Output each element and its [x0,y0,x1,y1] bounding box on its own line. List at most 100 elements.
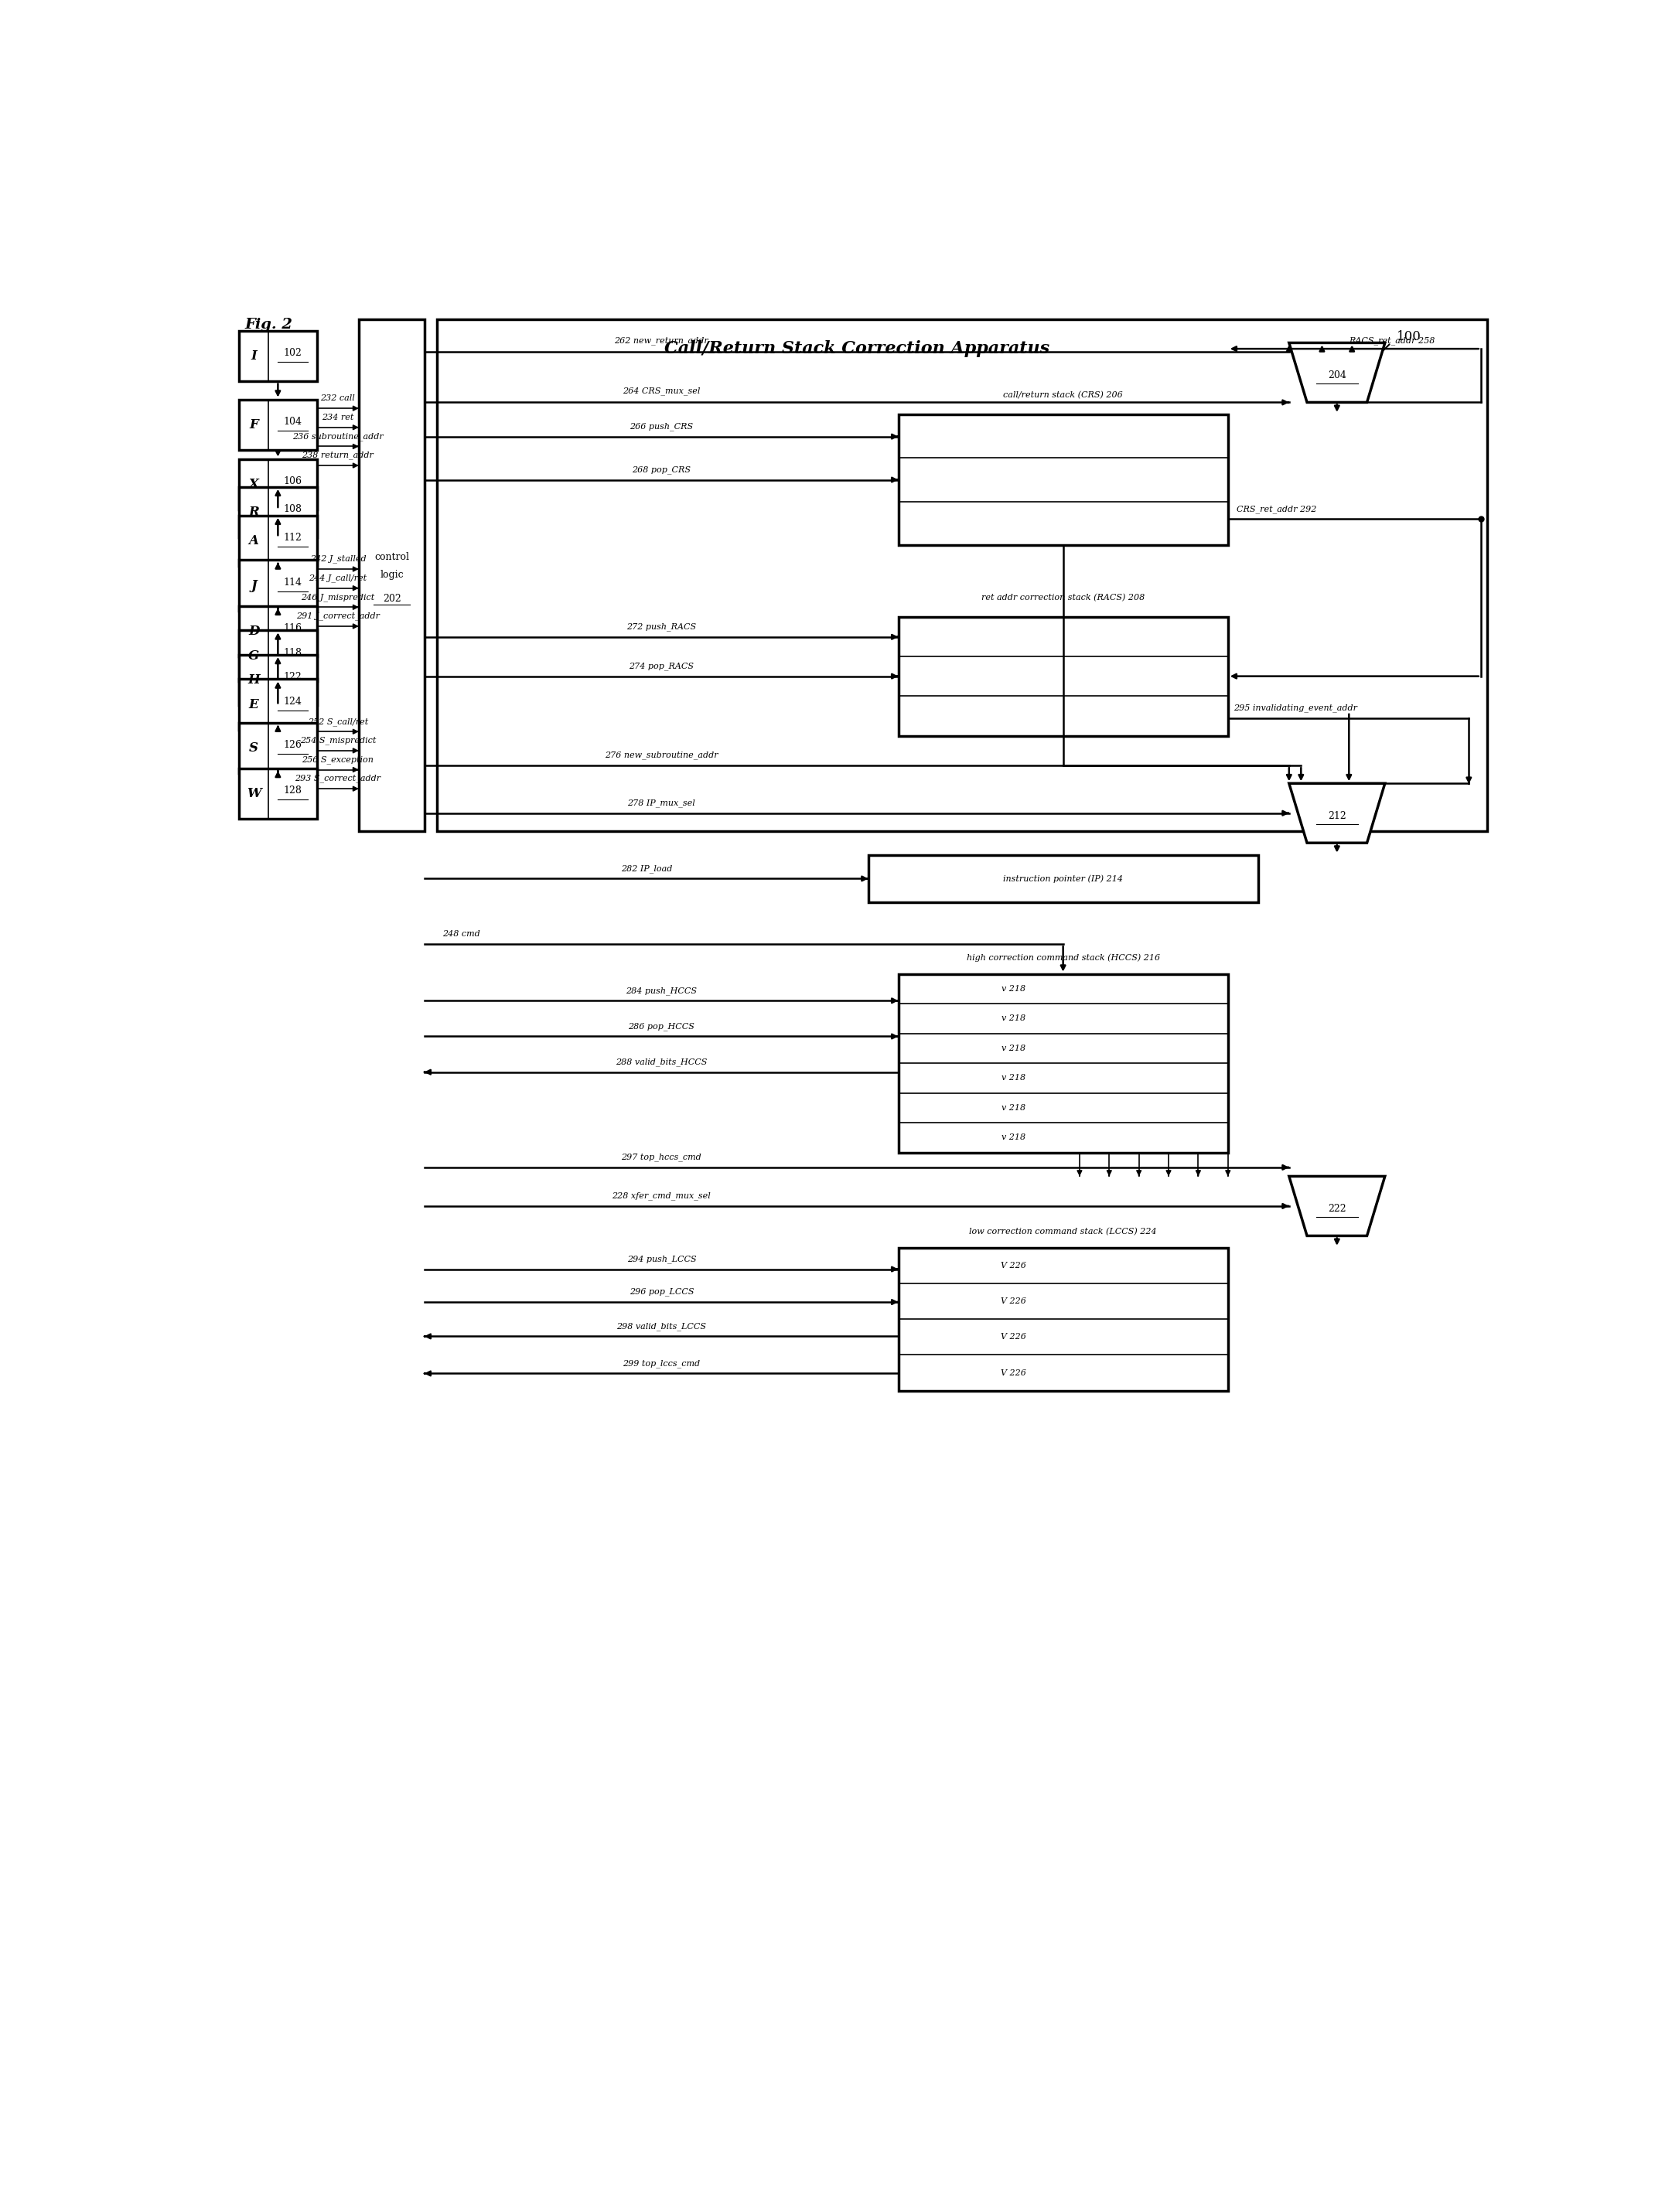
Text: V 226: V 226 [1002,1261,1027,1270]
Text: A: A [249,535,259,546]
Text: 236 subroutine_addr: 236 subroutine_addr [293,431,383,440]
Text: 122: 122 [284,672,303,681]
FancyBboxPatch shape [239,332,318,380]
Text: 291 J_correct_addr: 291 J_correct_addr [296,613,380,619]
Text: X: X [249,478,259,491]
Text: v 218: v 218 [1002,1104,1025,1113]
Text: 106: 106 [284,476,303,487]
FancyBboxPatch shape [868,854,1257,902]
Text: 100: 100 [1396,330,1421,343]
Text: RACS_ret_addr 258: RACS_ret_addr 258 [1349,336,1435,345]
Text: 266 push_CRS: 266 push_CRS [630,422,694,431]
FancyBboxPatch shape [239,723,318,774]
FancyBboxPatch shape [239,560,318,611]
FancyBboxPatch shape [898,973,1227,1152]
Text: 242 J_stalled: 242 J_stalled [309,555,366,564]
Text: 124: 124 [284,697,303,706]
Text: 254 S_mispredict: 254 S_mispredict [299,737,376,745]
Text: 212: 212 [1328,812,1346,821]
Text: 278 IP_mux_sel: 278 IP_mux_sel [627,799,696,807]
Text: 276 new_subroutine_addr: 276 new_subroutine_addr [605,752,719,759]
Text: 202: 202 [383,593,401,604]
Text: 293 S_correct_addr: 293 S_correct_addr [294,774,381,783]
Text: 299 top_lccs_cmd: 299 top_lccs_cmd [622,1358,701,1367]
Text: low correction command stack (LCCS) 224: low correction command stack (LCCS) 224 [970,1228,1157,1237]
Text: 264 CRS_mux_sel: 264 CRS_mux_sel [622,387,701,396]
Text: 126: 126 [284,741,303,750]
Text: instruction pointer (IP) 214: instruction pointer (IP) 214 [1003,874,1124,883]
Text: 228 xfer_cmd_mux_sel: 228 xfer_cmd_mux_sel [612,1192,711,1201]
Text: 295 invalidating_event_addr: 295 invalidating_event_addr [1234,703,1358,712]
Text: 294 push_LCCS: 294 push_LCCS [627,1254,696,1263]
Text: 256 S_exception: 256 S_exception [303,757,375,763]
Text: 222: 222 [1328,1203,1346,1214]
FancyBboxPatch shape [898,414,1227,544]
Text: control: control [375,553,410,562]
Text: E: E [249,699,259,710]
Text: 284 push_HCCS: 284 push_HCCS [625,987,697,995]
FancyBboxPatch shape [239,679,318,730]
Text: 102: 102 [284,347,303,358]
Text: logic: logic [380,571,403,580]
Text: 298 valid_bits_LCCS: 298 valid_bits_LCCS [617,1323,706,1329]
Polygon shape [1289,783,1384,843]
Text: 246 J_mispredict: 246 J_mispredict [301,593,375,602]
Text: 244 J_call/ret: 244 J_call/ret [309,573,366,582]
Text: 252 S_call/ret: 252 S_call/ret [308,717,368,726]
Text: 262 new_return_addr: 262 new_return_addr [614,336,709,345]
FancyBboxPatch shape [239,655,318,706]
Text: J: J [251,580,257,593]
Text: 112: 112 [284,533,303,542]
Text: 248 cmd: 248 cmd [443,931,480,938]
Text: v 218: v 218 [1002,1044,1025,1053]
FancyBboxPatch shape [239,606,318,657]
Polygon shape [1289,1177,1384,1237]
FancyBboxPatch shape [436,319,1486,832]
Text: S: S [249,741,259,754]
Text: 268 pop_CRS: 268 pop_CRS [632,465,691,473]
Text: 296 pop_LCCS: 296 pop_LCCS [629,1287,694,1296]
FancyBboxPatch shape [239,515,318,566]
FancyBboxPatch shape [239,630,318,681]
Text: I: I [251,349,257,363]
FancyBboxPatch shape [239,768,318,818]
Text: R: R [249,507,259,520]
Text: 238 return_addr: 238 return_addr [303,451,375,460]
Text: 272 push_RACS: 272 push_RACS [627,624,696,630]
Text: F: F [249,418,257,431]
Text: V 226: V 226 [1002,1334,1027,1340]
FancyBboxPatch shape [359,319,425,832]
Text: 114: 114 [284,577,303,588]
FancyBboxPatch shape [239,400,318,449]
Text: 274 pop_RACS: 274 pop_RACS [629,661,694,670]
Text: D: D [247,624,259,637]
Text: 118: 118 [284,648,303,657]
Text: V 226: V 226 [1002,1298,1027,1305]
Text: Call/Return Stack Correction Apparatus: Call/Return Stack Correction Apparatus [664,341,1050,358]
Polygon shape [1289,343,1384,403]
Text: 286 pop_HCCS: 286 pop_HCCS [629,1022,696,1031]
Text: 116: 116 [284,624,303,633]
Text: call/return stack (CRS) 206: call/return stack (CRS) 206 [1003,392,1124,400]
Text: v 218: v 218 [1002,1015,1025,1022]
Text: 297 top_hccs_cmd: 297 top_hccs_cmd [622,1152,702,1161]
Text: V 226: V 226 [1002,1369,1027,1376]
Text: 108: 108 [284,504,303,513]
Text: high correction command stack (HCCS) 216: high correction command stack (HCCS) 216 [966,953,1160,962]
Text: v 218: v 218 [1002,984,1025,993]
Text: v 218: v 218 [1002,1075,1025,1082]
Text: CRS_ret_addr 292: CRS_ret_addr 292 [1237,504,1318,513]
Text: ret addr correction stack (RACS) 208: ret addr correction stack (RACS) 208 [981,593,1145,602]
Text: v 218: v 218 [1002,1135,1025,1141]
FancyBboxPatch shape [239,487,318,538]
Text: G: G [247,648,259,661]
Text: 204: 204 [1328,372,1346,380]
FancyBboxPatch shape [898,1248,1227,1391]
Text: 104: 104 [284,416,303,427]
Text: 288 valid_bits_HCCS: 288 valid_bits_HCCS [615,1057,707,1066]
FancyBboxPatch shape [239,458,318,509]
Text: H: H [247,672,259,686]
Text: 128: 128 [284,785,303,796]
Text: 234 ret: 234 ret [323,414,354,422]
Text: Fig. 2: Fig. 2 [246,319,293,332]
